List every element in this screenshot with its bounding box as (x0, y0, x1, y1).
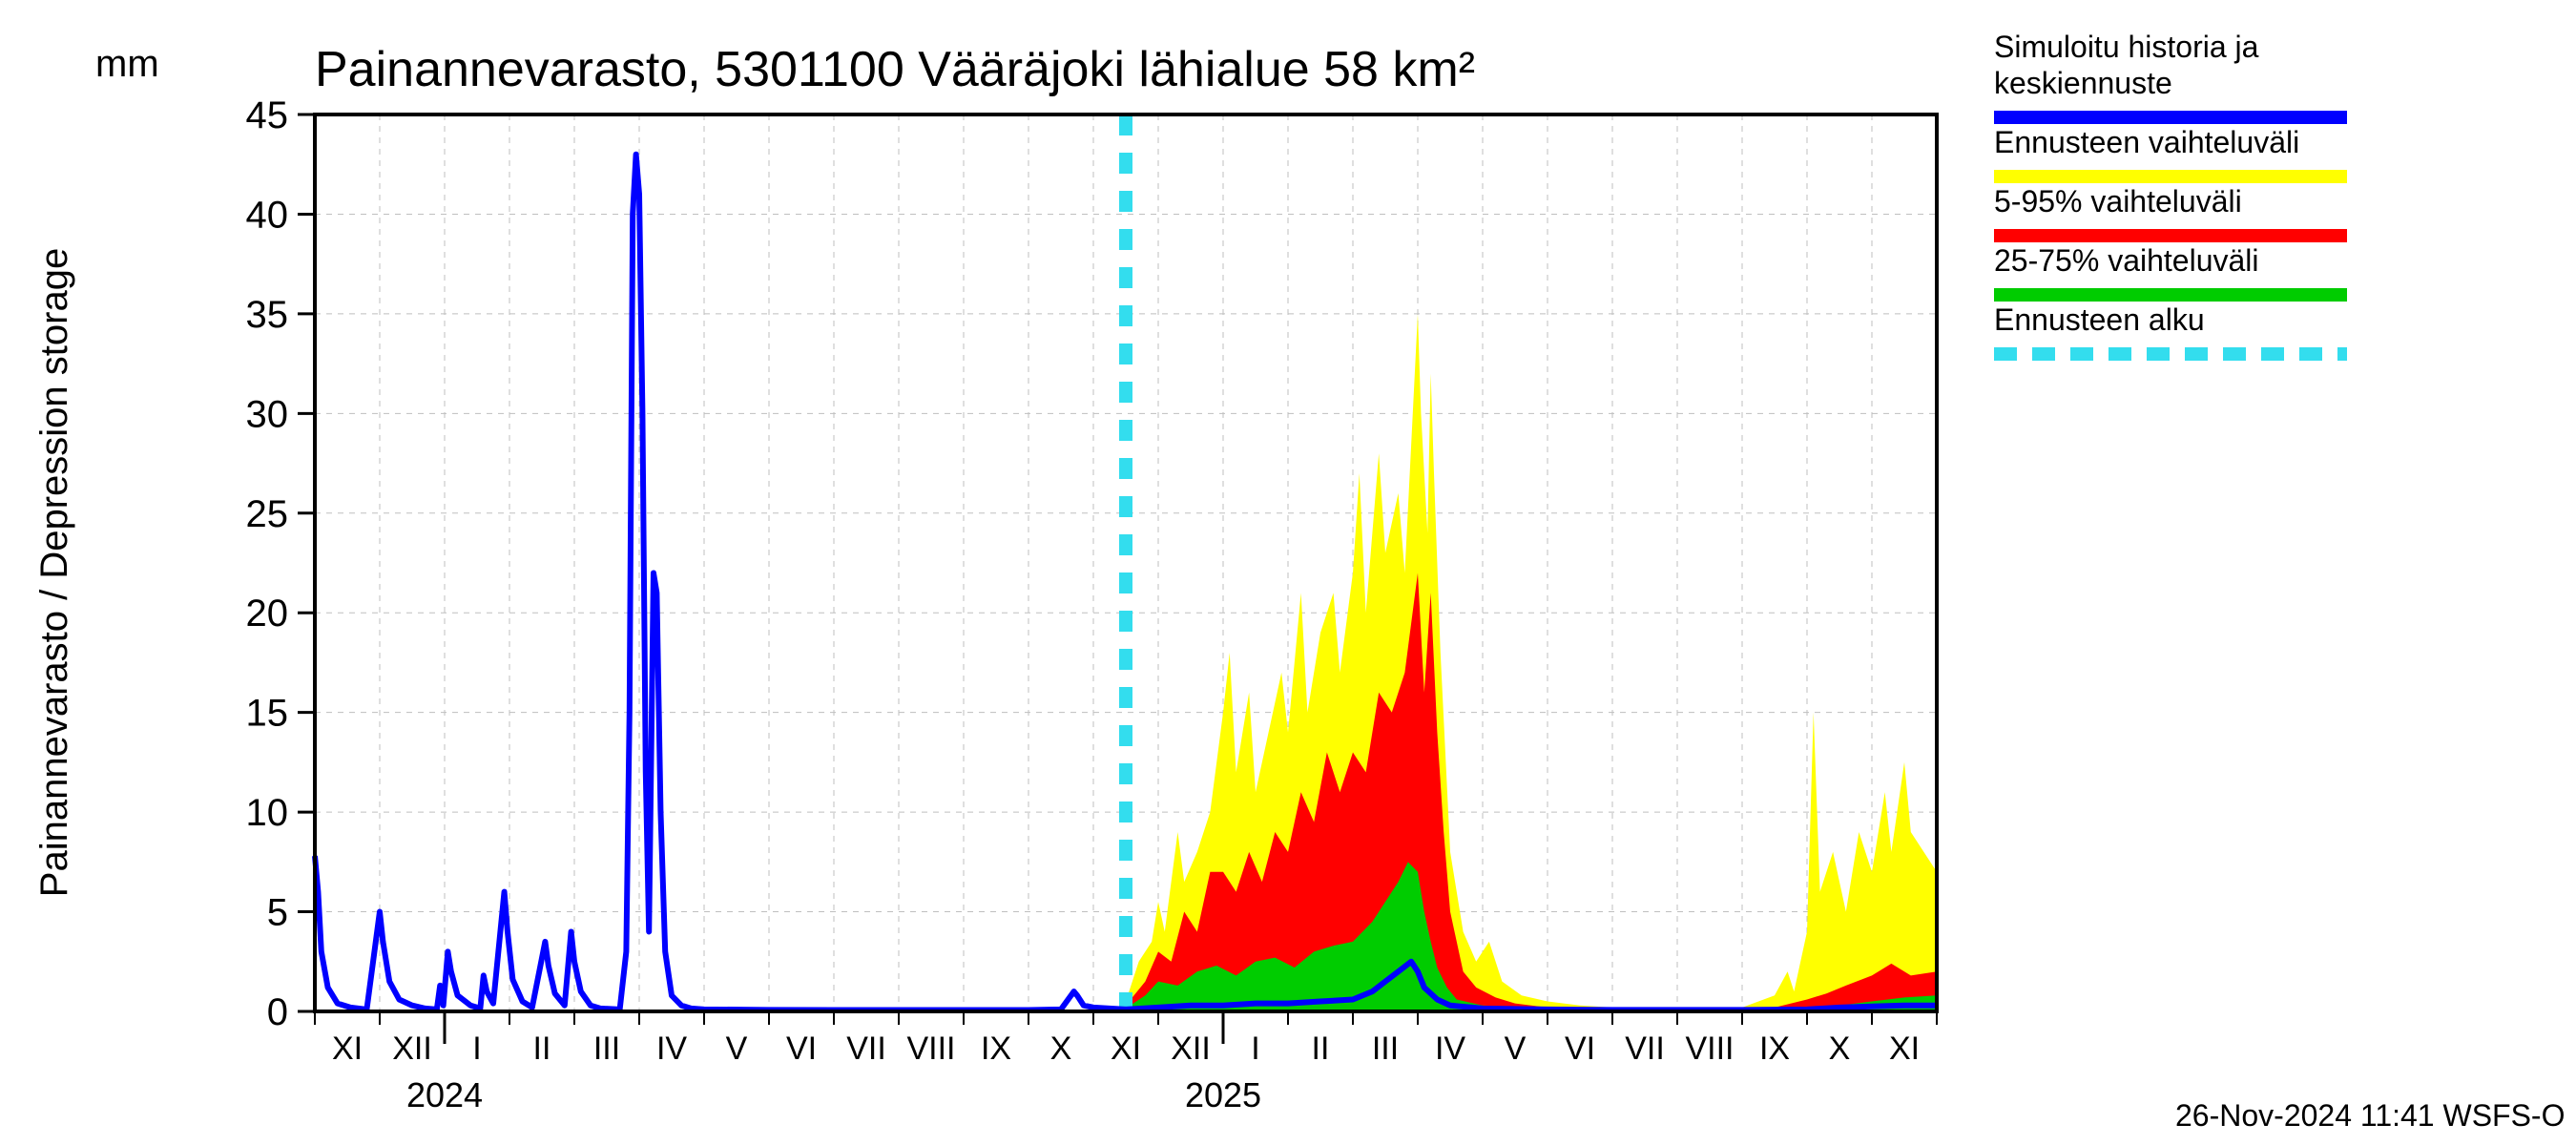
y-tick-label: 40 (246, 194, 289, 236)
legend-label: keskiennuste (1994, 66, 2172, 100)
y-tick-label: 0 (267, 991, 288, 1033)
y-tick-label: 35 (246, 294, 289, 336)
month-label: XI (1889, 1030, 1920, 1067)
month-label: II (1312, 1030, 1330, 1067)
legend-swatch (1994, 229, 2347, 242)
month-label: IX (981, 1030, 1011, 1067)
y-axis-label: Painannevarasto / Depression storage (33, 248, 75, 897)
month-label: XII (392, 1030, 432, 1067)
month-label: VIII (906, 1030, 955, 1067)
legend-label: 25-75% vaihteluväli (1994, 243, 2259, 278)
month-label: V (1505, 1030, 1527, 1067)
chart-footer: 26-Nov-2024 11:41 WSFS-O (2175, 1098, 2565, 1133)
legend-swatch (1994, 170, 2347, 183)
hydrograph-chart: Painannevarasto / Depression storage mm … (0, 0, 2576, 1145)
month-label: XI (332, 1030, 363, 1067)
month-label: IX (1759, 1030, 1790, 1067)
legend-swatch (1994, 111, 2347, 124)
month-label: VIII (1685, 1030, 1734, 1067)
legend: Simuloitu historia jakeskiennuste Ennuste… (1994, 30, 2347, 354)
y-tick-label: 30 (246, 393, 289, 435)
month-label: XI (1111, 1030, 1141, 1067)
month-label: VI (786, 1030, 817, 1067)
y-tick-label: 45 (246, 94, 289, 136)
month-label: IV (1435, 1030, 1465, 1067)
y-tick-label: 5 (267, 892, 288, 934)
chart-title: Painannevarasto, 5301100 Vääräjoki lähia… (315, 42, 1475, 97)
month-label: IV (656, 1030, 687, 1067)
legend-label: Ennusteen vaihteluväli (1994, 125, 2299, 159)
month-label: XII (1171, 1030, 1211, 1067)
y-tick-label: 20 (246, 593, 289, 635)
year-label: 2025 (1185, 1075, 1261, 1114)
year-label: 2024 (406, 1075, 483, 1114)
month-label: II (533, 1030, 551, 1067)
month-label: III (593, 1030, 620, 1067)
legend-label: 5-95% vaihteluväli (1994, 184, 2242, 219)
month-label: X (1050, 1030, 1072, 1067)
month-label: VI (1565, 1030, 1595, 1067)
y-tick-label: 25 (246, 493, 289, 535)
x-ticks: XIXIIIIIIIIIVVVIVIIVIIIIXXXIXIIIIIIIIIVV… (315, 1011, 1937, 1114)
month-label: X (1829, 1030, 1851, 1067)
month-label: III (1372, 1030, 1399, 1067)
month-label: VII (1625, 1030, 1665, 1067)
y-axis-unit: mm (95, 43, 159, 85)
chart-container: Painannevarasto / Depression storage mm … (0, 0, 2576, 1145)
legend-label: Ennusteen alku (1994, 302, 2205, 337)
month-label: I (472, 1030, 481, 1067)
month-label: V (726, 1030, 748, 1067)
y-ticks: 0 5 10 15 20 25 30 35 40 45 (246, 94, 316, 1033)
month-label: VII (846, 1030, 886, 1067)
legend-swatch (1994, 288, 2347, 302)
y-tick-label: 10 (246, 792, 289, 834)
month-label: I (1251, 1030, 1259, 1067)
y-tick-label: 15 (246, 693, 289, 735)
legend-label: Simuloitu historia ja (1994, 30, 2259, 64)
